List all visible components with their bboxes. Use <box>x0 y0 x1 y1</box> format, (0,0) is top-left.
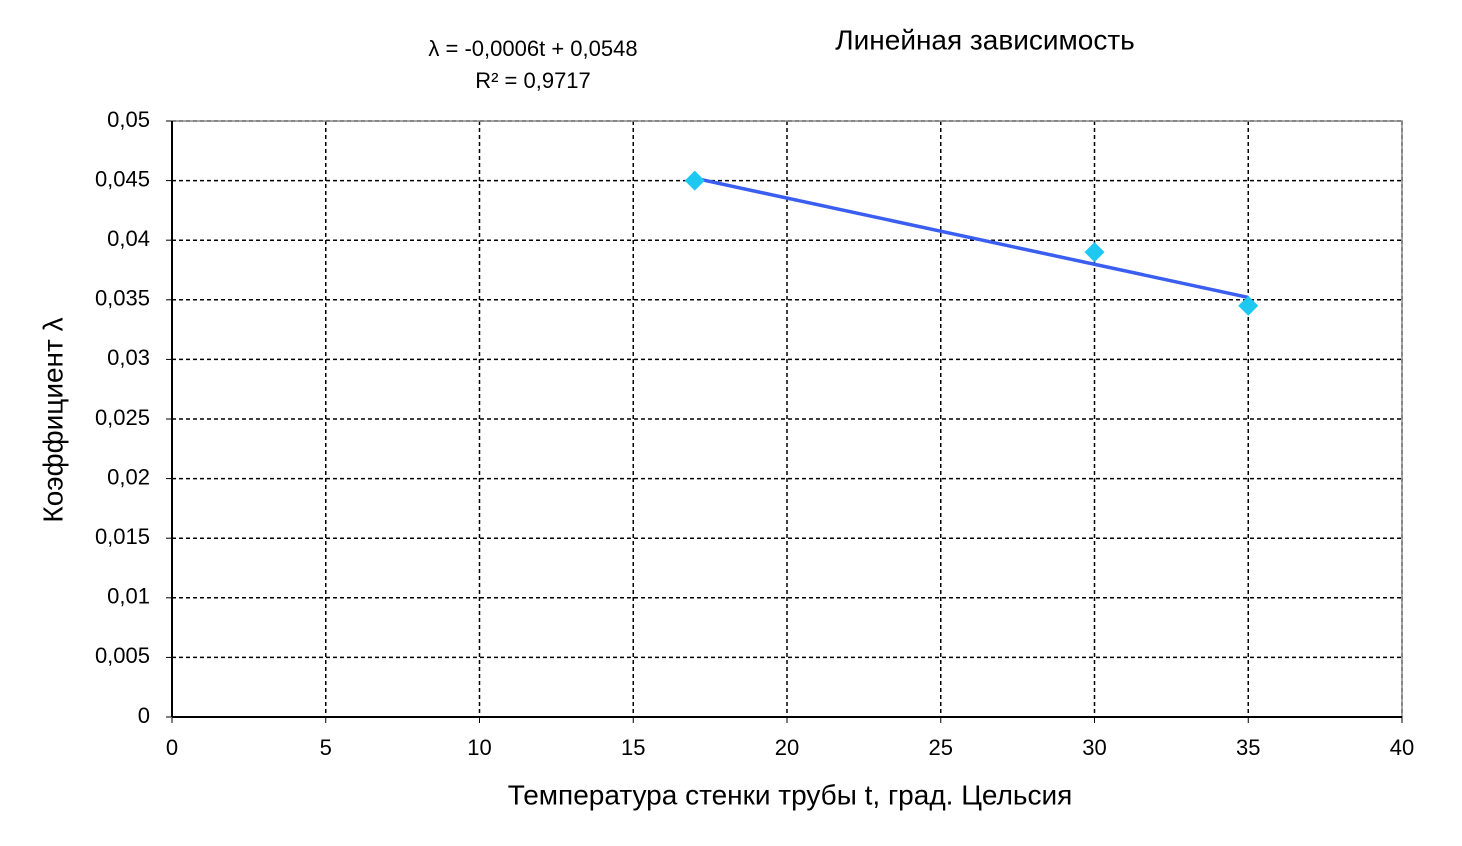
equation: λ = -0,0006t + 0,0548 <box>428 36 637 61</box>
x-tick-label: 10 <box>467 735 491 760</box>
chart-title: Линейная зависимость <box>835 24 1134 55</box>
point <box>684 170 705 191</box>
y-tick-label: 0 <box>138 703 150 728</box>
y-tick-label: 0,005 <box>95 643 150 668</box>
x-tick-label: 25 <box>929 735 953 760</box>
y-tick-label: 0,05 <box>107 107 150 132</box>
x-tick-label: 35 <box>1236 735 1260 760</box>
point <box>1084 242 1105 263</box>
y-tick-label: 0,02 <box>107 464 150 489</box>
y-axis-label: Коэффициент λ <box>37 317 68 522</box>
x-tick-label: 40 <box>1390 735 1414 760</box>
x-tick-label: 15 <box>621 735 645 760</box>
y-tick-label: 0,01 <box>107 584 150 609</box>
point <box>1238 295 1259 316</box>
x-tick-label: 20 <box>775 735 799 760</box>
y-tick-label: 0,035 <box>95 286 150 311</box>
y-tick-label: 0,015 <box>95 524 150 549</box>
x-tick-label: 30 <box>1082 735 1106 760</box>
y-tick-label: 0,04 <box>107 226 150 251</box>
y-tick-label: 0,045 <box>95 166 150 191</box>
x-axis-label: Температура стенки трубы t, град. Цельси… <box>508 779 1073 810</box>
x-tick-label: 5 <box>320 735 332 760</box>
trendline <box>694 176 1249 300</box>
y-tick-label: 0,03 <box>107 345 150 370</box>
y-tick-label: 0,025 <box>95 405 150 430</box>
r-squared: R² = 0,9717 <box>475 68 591 93</box>
x-tick-label: 0 <box>166 735 178 760</box>
